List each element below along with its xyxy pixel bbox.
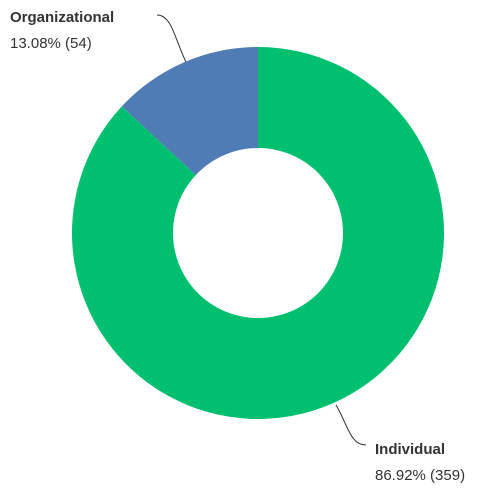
leader-line [156, 14, 187, 63]
donut-slice [121, 47, 258, 176]
slice-name: Organizational [10, 9, 114, 26]
slice-value-label: 86.92% (359) [375, 467, 465, 484]
leader-line [335, 404, 367, 446]
donut-slice [72, 47, 445, 419]
slice-name: Individual [375, 441, 445, 458]
slice-value-label: 13.08% (54) [10, 35, 92, 52]
